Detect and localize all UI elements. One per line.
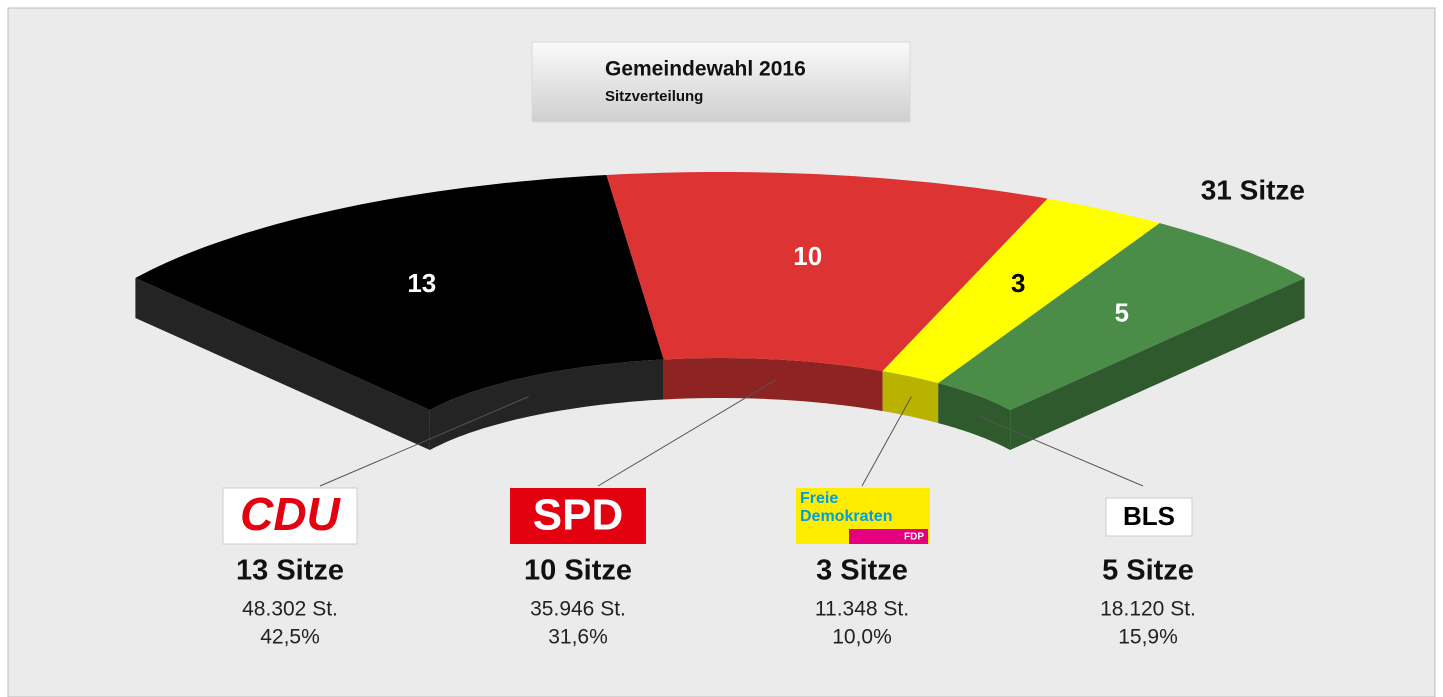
segment-label: 10 [793, 241, 822, 271]
leader-line [977, 415, 1144, 487]
logo [510, 488, 646, 544]
logo-text: Demokraten [800, 508, 892, 525]
segment-label: 5 [1115, 298, 1129, 328]
logo [222, 487, 358, 545]
segment [938, 223, 1305, 410]
segment-wall [663, 358, 883, 412]
vote-label: 18.120 St. [1100, 598, 1196, 621]
seat-label: 5 Sitze [1102, 555, 1194, 587]
vote-label: 35.946 St. [530, 598, 626, 621]
logo-text: SPD [533, 491, 623, 540]
segment [882, 198, 1160, 384]
seat-label: 10 Sitze [524, 555, 632, 587]
logo-strip [849, 529, 928, 544]
logo-text: BLS [1123, 501, 1175, 531]
vote-label: 48.302 St. [242, 598, 338, 621]
segment-wall [882, 371, 939, 424]
share-label: 15,9% [1118, 626, 1178, 649]
logo-text: CDU [240, 488, 341, 540]
segment-side [135, 278, 430, 450]
logo-text: Freie [800, 490, 838, 507]
chart-title: Gemeindewahl 2016 [605, 58, 806, 81]
leader-line [319, 396, 529, 487]
share-label: 10,0% [832, 626, 892, 649]
title-box [531, 41, 911, 123]
vote-label: 11.348 St. [815, 598, 909, 621]
segment-wall [429, 359, 664, 450]
logo [1105, 497, 1193, 537]
leader-line [597, 379, 777, 487]
segment-wall [938, 383, 1011, 450]
segment-label: 3 [1011, 268, 1025, 298]
segment [135, 175, 664, 410]
segment [606, 172, 1048, 372]
logo-text: FDP [904, 532, 924, 543]
seat-label: 13 Sitze [236, 555, 344, 587]
segment-label: 13 [407, 268, 436, 298]
share-label: 42,5% [260, 626, 320, 649]
chart-subtitle: Sitzverteilung [605, 88, 703, 105]
leader-line [861, 396, 912, 487]
seat-label: 3 Sitze [816, 555, 908, 587]
total-label: 31 Sitze [1201, 174, 1305, 205]
share-label: 31,6% [548, 626, 608, 649]
segment-side [1010, 278, 1305, 450]
